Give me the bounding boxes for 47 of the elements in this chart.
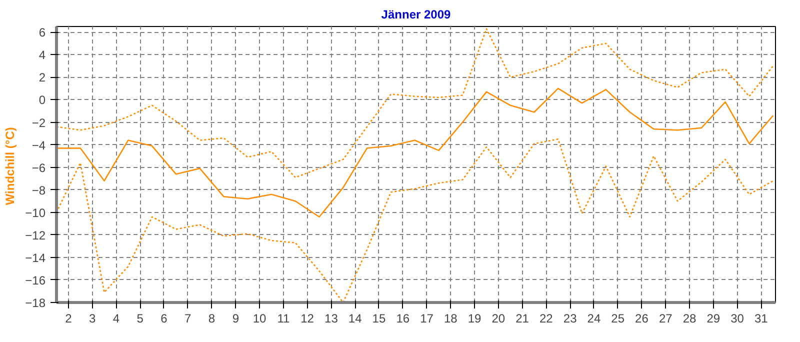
x-tick-label: 3 <box>88 312 96 326</box>
y-tick-label: 2 <box>38 70 46 85</box>
x-tick-label: 27 <box>658 312 673 326</box>
x-tick-label: 26 <box>635 312 649 326</box>
y-tick-label: −10 <box>25 206 46 220</box>
x-tick-label: 19 <box>468 312 482 326</box>
x-tick-label: 18 <box>444 312 458 326</box>
x-tick-label: 23 <box>563 312 578 326</box>
line-series <box>56 28 774 178</box>
x-tick-label: 9 <box>232 312 240 326</box>
y-tick-label: −8 <box>32 183 46 198</box>
x-tick-label: 8 <box>208 312 216 326</box>
y-tick-label: 0 <box>38 93 46 108</box>
x-tick-label: 17 <box>420 312 434 326</box>
y-tick-label: −2 <box>32 116 46 130</box>
x-tick-label: 24 <box>587 312 601 326</box>
x-tick-label: 11 <box>277 312 290 326</box>
y-axis-title: Windchill (°C) <box>3 127 18 206</box>
x-tick-label: 21 <box>516 312 530 326</box>
y-tick-label: 4 <box>38 48 46 62</box>
y-tick-label: −14 <box>25 250 46 265</box>
y-tick-label: −12 <box>25 228 46 242</box>
y-tick-label: −16 <box>25 273 46 288</box>
x-tick-label: 5 <box>136 312 144 326</box>
y-tick-label: −6 <box>32 160 46 175</box>
y-tick-label: 6 <box>38 26 46 40</box>
x-tick-label: 15 <box>372 312 386 326</box>
x-tick-label: 22 <box>540 312 554 326</box>
x-tick-label: 29 <box>706 312 720 326</box>
x-tick-label: 28 <box>682 312 697 326</box>
x-tick-label: 12 <box>300 312 314 326</box>
chart-title: Jänner 2009 <box>381 8 452 22</box>
x-tick-label: 7 <box>184 312 192 326</box>
x-tick-label: 31 <box>754 312 768 326</box>
y-tick-label: −18 <box>25 296 46 310</box>
x-tick-label: 25 <box>611 312 625 326</box>
x-tick-label: 6 <box>160 312 168 326</box>
x-tick-label: 20 <box>492 312 506 326</box>
x-tick-label: 16 <box>396 312 410 326</box>
x-tick-label: 4 <box>112 312 120 326</box>
x-tick-label: 10 <box>252 312 267 326</box>
line-series <box>56 88 774 218</box>
x-tick-label: 2 <box>65 312 72 326</box>
x-tick-label: 14 <box>348 312 362 326</box>
x-tick-label: 13 <box>324 312 338 326</box>
x-tick-label: 30 <box>730 312 744 326</box>
y-tick-label: −4 <box>32 138 46 152</box>
